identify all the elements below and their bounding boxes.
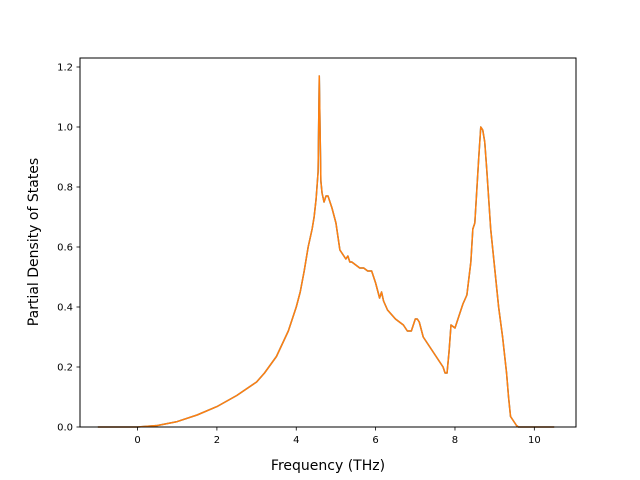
x-tick-label: 10 (528, 435, 541, 446)
x-tick-label: 2 (214, 435, 220, 446)
y-tick-label: 1.0 (57, 123, 73, 134)
y-tick-label: 1.2 (57, 63, 73, 74)
series-layer (97, 75, 555, 428)
y-tick-label: 0.0 (57, 423, 73, 434)
y-tick-label: 0.2 (57, 363, 73, 374)
x-tick-label: 0 (134, 435, 140, 446)
y-tick-label: 0.6 (57, 243, 73, 254)
series-line-2 (97, 75, 555, 428)
plot-frame (79, 57, 577, 428)
x-axis: 0 2 4 6 8 10 (134, 427, 541, 446)
x-tick-label: 6 (372, 435, 378, 446)
x-tick-label: 4 (293, 435, 299, 446)
x-axis-label: Frequency (THz) (271, 458, 385, 474)
y-tick-label: 0.4 (57, 303, 73, 314)
y-tick-label: 0.8 (57, 183, 73, 194)
y-axis: 0.0 0.2 0.4 0.6 0.8 1.0 1.2 (57, 63, 80, 434)
y-axis-label: Partial Density of States (26, 158, 42, 326)
x-tick-label: 8 (452, 435, 458, 446)
